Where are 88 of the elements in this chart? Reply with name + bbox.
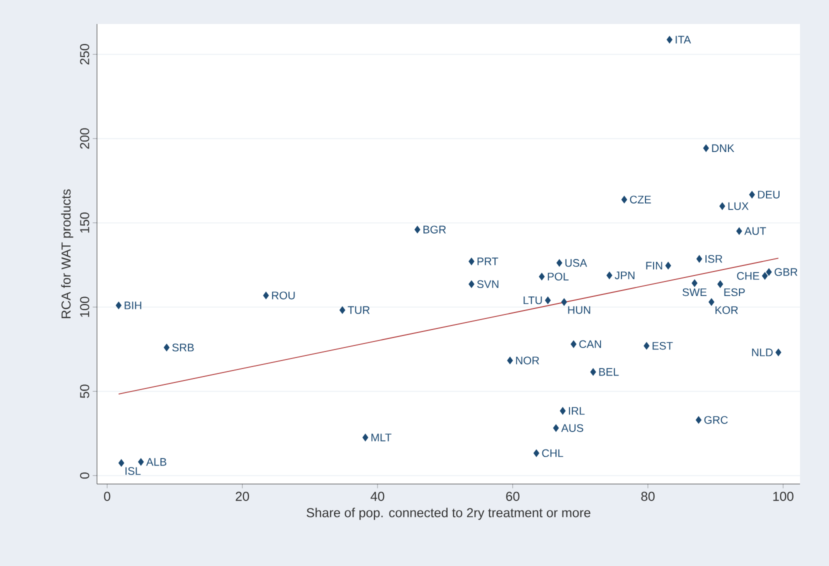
- y-tick-label: 100: [80, 296, 90, 317]
- point: [696, 255, 702, 263]
- data-label: LTU: [524, 296, 542, 304]
- x-tick-label: 20: [236, 492, 250, 501]
- point: [414, 226, 420, 234]
- y-tick-label: 50: [80, 384, 90, 398]
- x-tick-label: 100: [773, 492, 794, 501]
- data-label: AUS: [561, 424, 584, 432]
- point: [553, 424, 559, 432]
- point: [749, 191, 755, 198]
- point: [138, 458, 144, 466]
- x-tick-label: 80: [641, 492, 655, 501]
- data-label: IRL: [568, 407, 585, 415]
- point: [703, 144, 709, 152]
- point: [561, 298, 567, 306]
- point: [340, 306, 346, 314]
- data-label: SRB: [172, 344, 194, 352]
- point: [644, 342, 650, 350]
- point: [116, 302, 122, 310]
- point: [263, 292, 269, 300]
- point: [164, 344, 170, 352]
- data-label: HUN: [568, 306, 590, 314]
- point: [362, 434, 368, 442]
- y-axis-title: RCA for WAT products: [61, 189, 74, 318]
- data-label: GBR: [774, 268, 798, 276]
- point: [556, 259, 562, 267]
- point: [507, 356, 513, 364]
- point: [708, 298, 714, 306]
- data-label: NLD: [752, 348, 773, 356]
- point: [570, 340, 576, 348]
- data-label: GRC: [704, 416, 728, 424]
- data-label: PRT: [478, 258, 498, 266]
- x-tick-label: 0: [104, 492, 110, 501]
- data-label: MLT: [371, 434, 392, 442]
- data-label: POL: [548, 272, 569, 280]
- y-tick-label: 150: [80, 212, 90, 233]
- point: [696, 416, 702, 424]
- data-label: SWE: [682, 288, 707, 296]
- data-label: JPN: [614, 272, 634, 280]
- data-label: DNK: [712, 144, 734, 152]
- point: [666, 36, 672, 44]
- data-label: AUT: [744, 227, 766, 235]
- data-label: ISR: [706, 255, 722, 263]
- point: [736, 227, 742, 235]
- point: [766, 268, 772, 276]
- data-label: CAN: [579, 340, 601, 348]
- data-label: ROU: [272, 292, 295, 300]
- y-tick-label: 200: [80, 128, 90, 149]
- data-label: CHL: [542, 449, 564, 458]
- point: [560, 407, 566, 415]
- data-label: ALB: [146, 458, 166, 466]
- point: [692, 280, 698, 287]
- point: [468, 280, 474, 288]
- data-label: LUX: [728, 202, 749, 210]
- point: [776, 348, 782, 356]
- data-label: BIH: [124, 302, 142, 310]
- data-label: ITA: [676, 36, 691, 44]
- data-label: BGR: [424, 226, 446, 234]
- point: [534, 450, 540, 457]
- x-tick-label: 40: [370, 492, 384, 501]
- point: [762, 272, 768, 280]
- point: [606, 272, 612, 280]
- point: [468, 258, 474, 266]
- data-label: CHE: [737, 272, 760, 280]
- data-label: DEU: [758, 190, 780, 199]
- point: [545, 296, 551, 304]
- data-label: KOR: [716, 306, 738, 314]
- point: [717, 280, 724, 288]
- data-label: SVN: [477, 280, 498, 288]
- x-axis-title: Share of pop. connected to 2ry treatment or more: [306, 508, 590, 520]
- data-label: EST: [652, 342, 673, 350]
- data-label: FIN: [646, 262, 662, 270]
- y-tick-label: 250: [80, 44, 90, 64]
- point: [719, 202, 726, 210]
- point: [665, 262, 672, 270]
- data-label: ESP: [724, 288, 745, 296]
- point: [118, 459, 124, 467]
- x-tick-label: 60: [506, 492, 520, 501]
- data-label: TUR: [348, 306, 370, 314]
- point: [538, 272, 545, 280]
- point: [621, 196, 628, 204]
- data-label: NOR: [516, 356, 540, 364]
- data-label: ISL: [126, 467, 141, 475]
- y-tick-label: 0: [80, 472, 90, 479]
- data-label: CZE: [630, 196, 651, 204]
- point: [590, 368, 596, 376]
- data-label: USA: [565, 259, 588, 267]
- data-label: BEL: [599, 368, 619, 376]
